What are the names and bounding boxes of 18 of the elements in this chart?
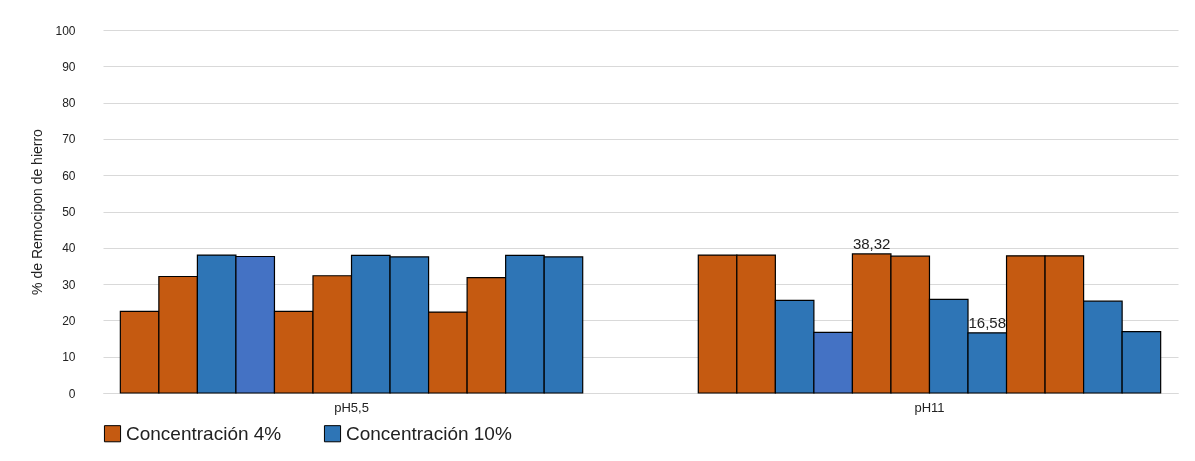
y-tick-label: 0 — [68, 386, 76, 401]
y-tick-label: 80 — [62, 96, 76, 111]
y-tick-label: 50 — [62, 205, 76, 219]
y-tick-label: 60 — [62, 168, 76, 183]
y-tick-label: 30 — [62, 277, 76, 292]
y-tick-label: 10 — [62, 350, 76, 365]
y-axis-title: % de Remocipon de hierro — [29, 128, 46, 295]
data-label: 38,32 — [852, 234, 891, 252]
y-tick-label: 40 — [62, 241, 76, 256]
legend-label: Concentración 10% — [346, 422, 512, 444]
y-tick-label: 100 — [55, 23, 76, 38]
x-tick-label: pH5,5 — [334, 399, 369, 415]
y-tick-label: 20 — [62, 313, 76, 328]
y-tick-label: 90 — [62, 59, 76, 74]
y-tick-label: 70 — [62, 132, 76, 147]
data-label: 16,58 — [968, 313, 1007, 331]
legend-label: Concentración 4% — [126, 422, 282, 444]
x-tick-label: pH11 — [914, 399, 945, 415]
